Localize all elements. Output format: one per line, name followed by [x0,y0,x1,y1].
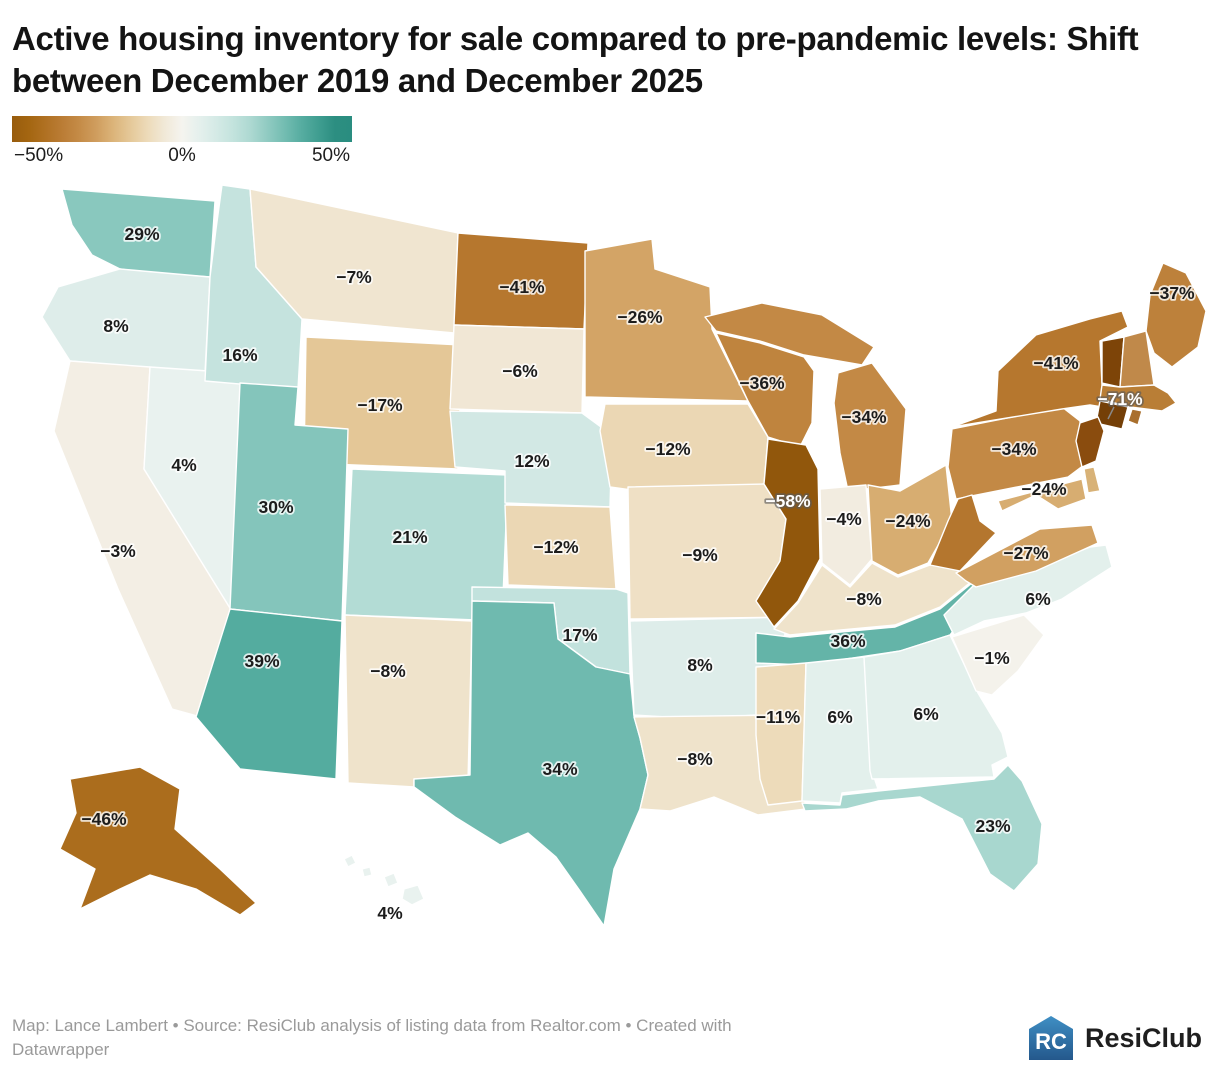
resiclub-logo-icon: RC [1028,1016,1073,1060]
state-tx[interactable]: Texas 34% [413,600,649,928]
state-hi[interactable]: Hawaii 4% [343,854,357,869]
state-nj[interactable]: New Jersey [1075,416,1105,469]
state-ny[interactable]: New York −41% [951,310,1131,429]
state-ct[interactable]: Connecticut −71% [1095,400,1129,431]
legend-mid-label: 0% [168,145,196,167]
state-fl[interactable]: Florida 23% [801,764,1043,893]
state-mt[interactable]: Montana −7% [249,188,459,335]
legend-gradient-bar [12,116,352,143]
state-wi[interactable]: Wisconsin −36% [715,332,815,449]
state-ms[interactable]: Mississippi −11% [755,662,807,807]
color-legend: −50% 0% 50% [12,116,352,171]
svg-text:RC: RC [1035,1029,1067,1054]
state-ak[interactable]: Alaska −46% [59,766,257,917]
state-nm[interactable]: New Mexico −8% [344,614,473,789]
footer: Map: Lance Lambert • Source: ResiClub an… [12,1014,1202,1062]
state-label-hi: 4% [377,903,403,923]
state-hi[interactable]: Hawaii 4% [361,866,373,879]
state-md[interactable]: Maryland −24% [997,478,1087,513]
state-mn[interactable]: Minnesota −26% [584,238,749,403]
legend-labels: −50% 0% 50% [12,145,352,171]
state-mi[interactable]: Michigan −34% [833,362,907,493]
state-wv[interactable]: West Virginia [929,494,997,573]
state-sc[interactable]: South Carolina −1% [951,614,1045,697]
credit-text: Map: Lance Lambert • Source: ResiClub an… [12,1014,732,1062]
state-ri[interactable]: Rhode Island [1127,408,1143,427]
state-il[interactable]: Illinois −58% [755,438,821,629]
state-de[interactable]: Delaware [1083,466,1101,495]
chart-title: Active housing inventory for sale compar… [12,20,1139,100]
state-ga[interactable]: Georgia 6% [863,634,1009,781]
state-ma[interactable]: Massachusetts [1099,384,1177,413]
credit-line-2: Datawrapper [12,1040,110,1060]
legend-min-label: −50% [14,145,64,167]
us-choropleth-map: Washington 29%Oregon 8%California −3%Nev… [41,184,1207,928]
state-va[interactable]: Virginia −27% [955,524,1099,589]
state-hi[interactable]: Hawaii 4% [383,872,399,889]
state-az[interactable]: Arizona 39% [195,608,343,781]
state-sd[interactable]: South Dakota −6% [449,324,585,415]
state-ne[interactable]: Nebraska 12% [449,410,613,509]
state-hi[interactable]: Hawaii 4% [401,884,425,907]
state-wa[interactable]: Washington 29% [61,188,216,279]
state-pa[interactable]: Pennsylvania −34% [947,406,1085,501]
state-ia[interactable]: Iowa −12% [599,403,769,496]
state-or[interactable]: Oregon 8% [41,268,211,375]
state-me[interactable]: Maine −37% [1145,262,1207,369]
state-mi[interactable]: Michigan −34% [704,302,875,367]
label-leader-line [1107,407,1115,420]
credit-line-1: Map: Lance Lambert • Source: ResiClub an… [12,1016,732,1036]
legend-max-label: 50% [311,145,350,167]
resiclub-logo: RC ResiClub [1027,1014,1202,1062]
state-in[interactable]: Indiana −4% [819,484,873,587]
state-ks[interactable]: Kansas −12% [504,504,617,591]
resiclub-logo-text: ResiClub [1084,1022,1202,1053]
state-nd[interactable]: North Dakota −41% [453,232,589,331]
